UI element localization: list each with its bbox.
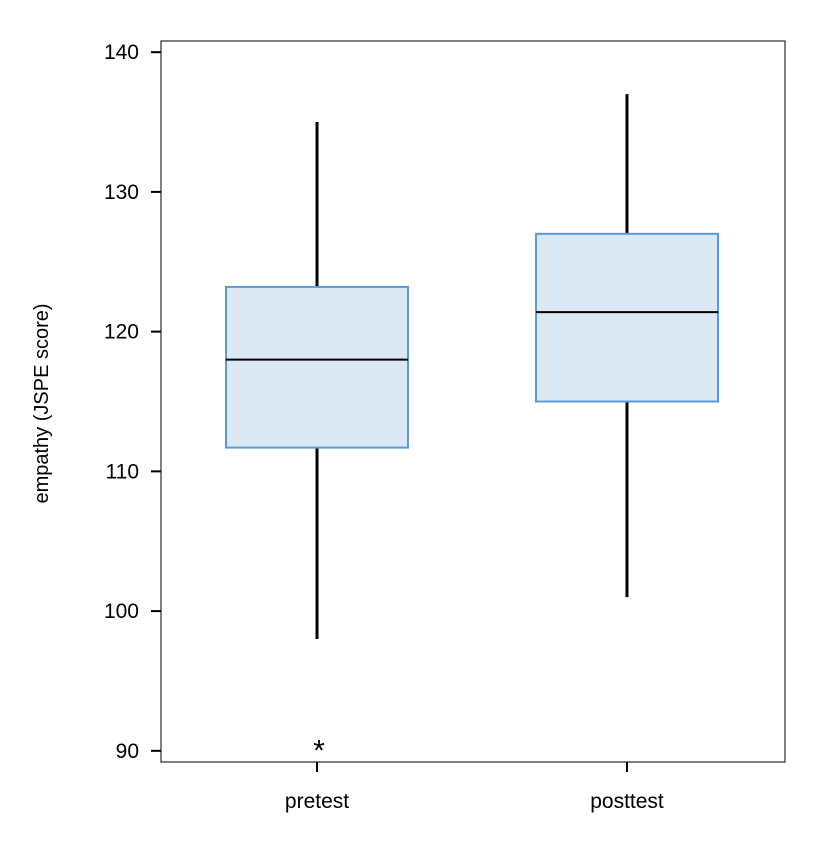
y-tick-label: 100 bbox=[104, 600, 139, 623]
boxes: * bbox=[225, 94, 719, 767]
iqr-box bbox=[225, 285, 409, 449]
outlier-marker: * bbox=[313, 734, 325, 767]
y-axis: 90 100 110 120 130 140 bbox=[104, 41, 161, 763]
box-pretest: * bbox=[225, 122, 409, 767]
y-tick-label: 120 bbox=[104, 321, 139, 344]
x-tick-label-posttest: posttest bbox=[590, 790, 664, 813]
y-tick-label: 90 bbox=[116, 740, 139, 763]
box-posttest bbox=[535, 94, 719, 598]
y-tick-label: 140 bbox=[104, 41, 139, 64]
y-tick-label: 110 bbox=[106, 460, 139, 483]
plot-area-frame bbox=[160, 40, 786, 763]
y-tick-label: 130 bbox=[104, 181, 139, 204]
x-tick-label-pretest: pretest bbox=[285, 790, 349, 813]
y-axis-title: empathy (JSPE score) bbox=[31, 303, 53, 503]
iqr-box bbox=[535, 232, 719, 403]
x-axis: pretest posttest bbox=[285, 762, 664, 813]
